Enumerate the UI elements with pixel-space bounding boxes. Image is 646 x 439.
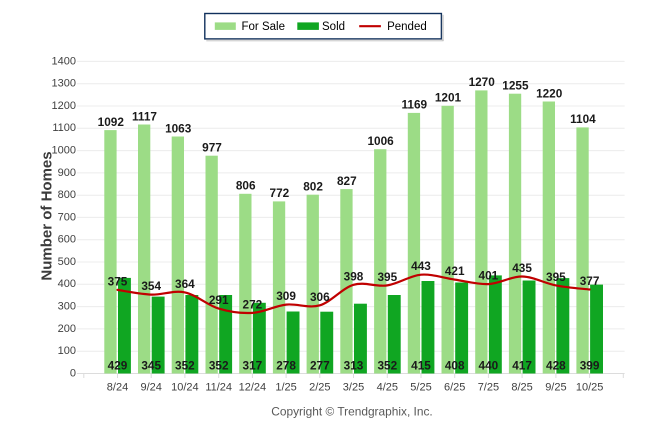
svg-text:6/25: 6/25 bbox=[444, 382, 465, 394]
svg-text:12/24: 12/24 bbox=[239, 382, 267, 394]
svg-text:1117: 1117 bbox=[132, 109, 157, 123]
svg-text:345: 345 bbox=[141, 358, 161, 372]
svg-text:600: 600 bbox=[58, 234, 76, 246]
svg-text:1006: 1006 bbox=[367, 134, 394, 148]
svg-text:1255: 1255 bbox=[502, 79, 529, 93]
svg-text:0: 0 bbox=[70, 367, 76, 379]
svg-text:443: 443 bbox=[411, 259, 431, 273]
svg-text:Pended: Pended bbox=[387, 21, 427, 33]
svg-text:421: 421 bbox=[445, 264, 465, 278]
svg-text:9/24: 9/24 bbox=[140, 382, 161, 394]
svg-text:1063: 1063 bbox=[165, 121, 192, 135]
svg-text:352: 352 bbox=[175, 358, 195, 372]
svg-text:5/25: 5/25 bbox=[410, 382, 431, 394]
svg-text:278: 278 bbox=[276, 358, 296, 372]
svg-text:435: 435 bbox=[512, 261, 532, 275]
svg-text:8/25: 8/25 bbox=[511, 382, 532, 394]
svg-text:500: 500 bbox=[58, 256, 76, 268]
svg-text:1100: 1100 bbox=[52, 122, 76, 134]
svg-text:802: 802 bbox=[303, 180, 323, 194]
svg-text:352: 352 bbox=[209, 358, 229, 372]
svg-text:9/25: 9/25 bbox=[545, 382, 566, 394]
svg-text:428: 428 bbox=[546, 358, 566, 372]
svg-text:401: 401 bbox=[479, 269, 499, 283]
svg-text:800: 800 bbox=[58, 189, 76, 201]
svg-text:10/24: 10/24 bbox=[171, 382, 199, 394]
svg-text:415: 415 bbox=[411, 358, 431, 372]
svg-text:313: 313 bbox=[344, 358, 364, 372]
svg-text:400: 400 bbox=[58, 278, 76, 290]
svg-text:200: 200 bbox=[58, 323, 76, 335]
svg-text:306: 306 bbox=[310, 290, 330, 304]
svg-text:352: 352 bbox=[377, 358, 397, 372]
svg-text:1270: 1270 bbox=[469, 75, 496, 89]
svg-text:7/25: 7/25 bbox=[478, 382, 499, 394]
svg-text:100: 100 bbox=[58, 345, 76, 357]
svg-text:1220: 1220 bbox=[536, 86, 563, 100]
svg-text:1400: 1400 bbox=[52, 55, 76, 67]
svg-text:3/25: 3/25 bbox=[343, 382, 364, 394]
svg-text:Sold: Sold bbox=[322, 21, 345, 33]
svg-text:395: 395 bbox=[377, 270, 397, 284]
svg-text:977: 977 bbox=[202, 141, 222, 155]
svg-text:772: 772 bbox=[270, 186, 290, 200]
svg-text:300: 300 bbox=[58, 301, 76, 313]
svg-text:399: 399 bbox=[580, 358, 600, 372]
svg-text:429: 429 bbox=[108, 358, 128, 372]
svg-text:364: 364 bbox=[175, 277, 195, 291]
svg-text:291: 291 bbox=[209, 293, 229, 307]
svg-text:For Sale: For Sale bbox=[242, 21, 285, 33]
svg-text:1092: 1092 bbox=[98, 115, 125, 129]
svg-text:277: 277 bbox=[310, 358, 330, 372]
svg-text:375: 375 bbox=[108, 274, 128, 288]
svg-text:700: 700 bbox=[58, 211, 76, 223]
svg-text:827: 827 bbox=[337, 174, 357, 188]
svg-text:309: 309 bbox=[276, 289, 296, 303]
svg-text:395: 395 bbox=[546, 270, 566, 284]
svg-text:806: 806 bbox=[236, 179, 256, 193]
svg-text:1169: 1169 bbox=[402, 98, 428, 112]
svg-text:317: 317 bbox=[243, 358, 263, 372]
svg-text:354: 354 bbox=[141, 279, 161, 293]
svg-text:Number of Homes: Number of Homes bbox=[39, 151, 56, 280]
svg-text:1200: 1200 bbox=[52, 100, 76, 112]
svg-text:Copyright © Trendgraphix, Inc.: Copyright © Trendgraphix, Inc. bbox=[271, 404, 432, 418]
svg-text:417: 417 bbox=[512, 358, 532, 372]
svg-text:11/24: 11/24 bbox=[205, 382, 232, 394]
svg-text:1300: 1300 bbox=[52, 78, 76, 90]
svg-text:440: 440 bbox=[479, 358, 499, 372]
svg-text:10/25: 10/25 bbox=[576, 382, 604, 394]
svg-text:272: 272 bbox=[243, 297, 263, 311]
svg-text:1104: 1104 bbox=[570, 112, 596, 126]
svg-text:2/25: 2/25 bbox=[309, 382, 330, 394]
svg-text:1000: 1000 bbox=[52, 145, 76, 157]
svg-text:408: 408 bbox=[445, 358, 465, 372]
svg-text:900: 900 bbox=[58, 167, 76, 179]
svg-text:1/25: 1/25 bbox=[275, 382, 296, 394]
svg-text:1201: 1201 bbox=[435, 91, 462, 105]
svg-text:398: 398 bbox=[344, 269, 364, 283]
svg-text:4/25: 4/25 bbox=[377, 382, 398, 394]
svg-text:8/24: 8/24 bbox=[107, 382, 128, 394]
svg-text:377: 377 bbox=[580, 274, 600, 288]
